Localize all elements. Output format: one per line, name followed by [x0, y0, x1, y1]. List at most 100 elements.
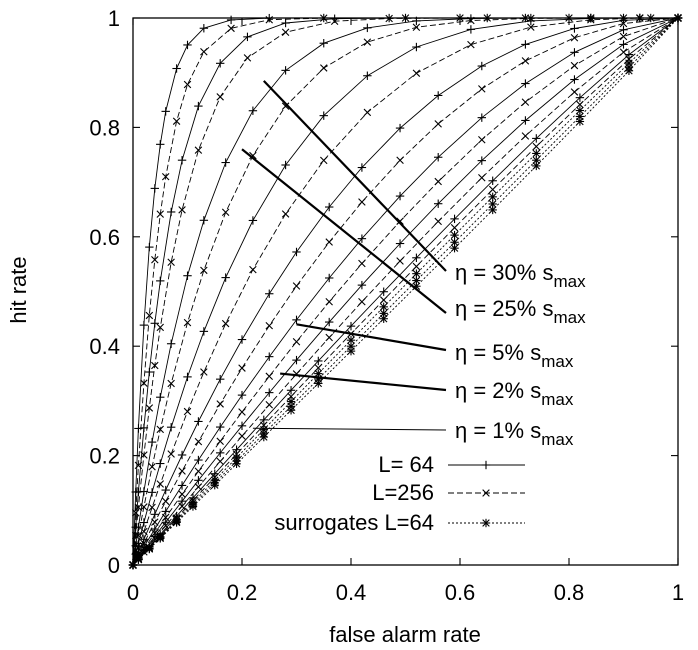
data-point — [140, 451, 148, 459]
x-tick-label: 0.2 — [227, 580, 258, 605]
data-point — [147, 488, 157, 497]
data-point — [199, 216, 209, 225]
data-point — [194, 455, 203, 465]
data-point — [150, 510, 159, 519]
annotation-leader-line — [296, 323, 447, 352]
data-point — [151, 518, 159, 526]
data-point — [237, 335, 247, 344]
data-point — [199, 327, 209, 336]
data-point — [156, 276, 165, 286]
data-point — [188, 502, 198, 511]
data-point — [325, 238, 333, 246]
data-point — [150, 184, 159, 193]
data-point — [151, 361, 159, 370]
data-point — [570, 24, 579, 33]
data-point — [450, 223, 459, 232]
data-point — [259, 432, 268, 442]
data-point — [466, 25, 476, 34]
data-point — [395, 239, 405, 248]
data-point — [379, 287, 388, 296]
data-point — [363, 108, 372, 117]
data-point — [216, 422, 225, 432]
data-point — [292, 337, 301, 346]
data-point — [161, 497, 170, 506]
data-point — [177, 155, 187, 165]
annotation-label: η = 2% smax — [455, 378, 574, 409]
data-point — [450, 238, 459, 247]
ticks-layer: 0 0.2 0.4 0.6 0.8 1 0 0.2 0.4 0.6 0.8 1 — [89, 6, 684, 605]
data-point — [145, 367, 154, 377]
data-point — [183, 372, 192, 382]
data-point — [434, 91, 443, 100]
data-point — [178, 490, 186, 498]
data-point — [177, 481, 187, 490]
data-point — [575, 106, 585, 115]
data-point — [200, 48, 208, 56]
data-point — [477, 156, 486, 165]
y-tick-label: 0.4 — [89, 334, 120, 359]
data-point — [521, 116, 530, 125]
series-line — [132, 17, 679, 566]
data-point — [357, 234, 367, 243]
series-line — [132, 17, 678, 566]
data-point — [249, 265, 257, 274]
data-point — [477, 61, 486, 71]
data-point — [363, 71, 372, 80]
data-point — [346, 321, 356, 331]
annotations-layer: η = 30% smax η = 25% smax η = 5% smax η = 2… — [241, 80, 586, 449]
data-point — [150, 319, 159, 328]
data-point — [216, 374, 225, 384]
data-point — [521, 132, 530, 140]
data-point — [477, 113, 486, 122]
data-point — [624, 50, 634, 59]
data-point — [624, 66, 634, 76]
data-point — [265, 372, 273, 381]
data-point — [396, 217, 404, 225]
data-point — [450, 243, 459, 253]
series-line — [132, 17, 678, 566]
data-point — [178, 206, 186, 214]
legend-label: L=256 — [372, 480, 434, 505]
plot-frame — [132, 17, 679, 566]
series-line — [132, 17, 679, 566]
data-point — [619, 19, 628, 28]
data-point — [396, 156, 404, 165]
data-point — [265, 352, 274, 361]
data-point — [238, 408, 246, 416]
data-point — [434, 177, 442, 186]
data-point — [148, 463, 156, 471]
data-point — [161, 107, 170, 116]
data-point — [140, 379, 148, 387]
data-point — [619, 25, 628, 34]
data-point — [450, 214, 459, 224]
data-point — [172, 518, 181, 527]
data-point — [156, 393, 165, 402]
data-point — [227, 24, 235, 33]
data-point — [226, 15, 236, 25]
data-point — [199, 24, 209, 33]
series-line — [132, 17, 679, 566]
data-point — [379, 314, 388, 323]
legend: L= 64 L=256 surrogates L=64 — [274, 452, 525, 535]
data-point — [488, 205, 497, 215]
data-point — [178, 467, 186, 475]
data-point — [325, 317, 334, 327]
data-point — [156, 459, 165, 468]
data-point — [478, 85, 486, 93]
x-tick-label: 0.6 — [445, 580, 476, 605]
legend-entry: L= 64 — [378, 452, 525, 477]
data-point — [265, 289, 274, 298]
data-point — [248, 106, 258, 115]
data-point — [177, 496, 187, 506]
data-point — [281, 66, 290, 75]
data-point — [237, 421, 247, 431]
roc-series — [129, 14, 682, 569]
y-tick-label: 0.2 — [89, 444, 120, 469]
data-point — [178, 502, 186, 510]
data-point — [134, 539, 143, 548]
data-point — [183, 271, 192, 280]
data-point — [412, 69, 421, 77]
data-point — [570, 48, 579, 57]
data-point — [357, 163, 367, 172]
